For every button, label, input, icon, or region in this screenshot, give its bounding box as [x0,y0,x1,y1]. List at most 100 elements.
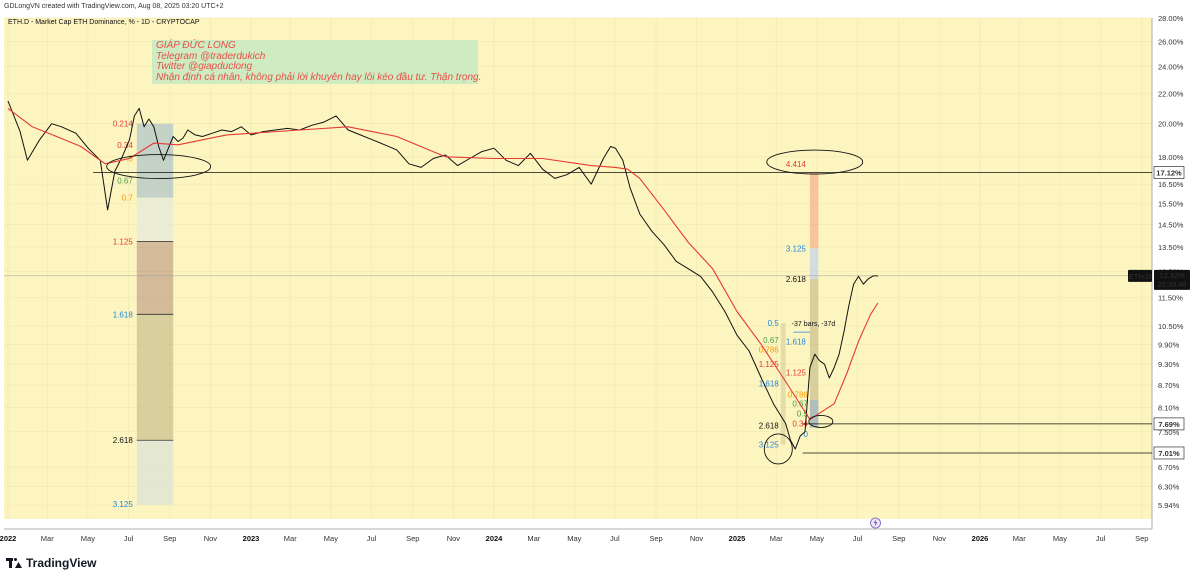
fib-box-zone [809,172,819,249]
fib-box-zone [809,248,819,279]
footer: TradingView [0,548,1200,579]
author-note: GIÁP ĐỨC LONG Telegram @traderdukich Twi… [152,40,482,84]
highlight-ellipse [766,149,864,175]
y-tick-label: 8.70% [1158,381,1180,390]
x-tick-label: 2026 [972,534,989,543]
price-tag-label: 17.12% [1156,169,1182,178]
plot-background [4,18,1152,519]
x-tick-label: 2025 [729,534,746,543]
y-tick-label: 26.00% [1158,37,1184,46]
x-tick-label: Sep [406,534,419,543]
credit-bar: GDLongVN created with TradingView.com, A… [0,0,1200,14]
price-tag-label: 7.69% [1158,420,1180,429]
fib-right-label: 1.125 [786,369,807,378]
x-tick-label: Jul [367,534,377,543]
y-tick-label: 20.00% [1158,120,1184,129]
fib-mid-label: 0.786 [759,345,780,354]
y-tick-label: 15.50% [1158,200,1184,209]
x-tick-label: Nov [690,534,704,543]
fib-mid-label: 3.125 [759,441,780,450]
highlight-ellipse [763,433,793,465]
price-tag-label: 7.01% [1158,449,1180,458]
fib-box-zone [136,197,174,242]
fib-box-zone [809,278,819,428]
note-line-telegram: Telegram @traderdukich [156,50,266,62]
fib-left-label: 0.67 [117,176,133,185]
y-tick-label: 5.94% [1158,501,1180,510]
fib-right-label: 3.125 [786,244,807,253]
fib-box-zone [780,323,786,445]
y-tick-label: 13.50% [1158,243,1184,252]
x-tick-label: Nov [447,534,461,543]
y-tick-label: 18.00% [1158,153,1184,162]
x-tick-label: Sep [163,534,176,543]
bars-range-label: -37 bars, -37d [792,321,836,328]
x-tick-label: Sep [649,534,662,543]
tradingview-logo[interactable]: TradingView [6,556,96,570]
x-tick-label: Jul [124,534,134,543]
fib-mid-label: 1.618 [759,379,780,388]
y-tick-label: 28.00% [1158,14,1184,23]
price-series-line [7,100,878,450]
credit-text: GDLongVN created with TradingView.com, A… [4,3,224,10]
x-tick-label: Mar [770,534,783,543]
symbol-tag-box [1128,269,1152,282]
x-tick-label: May [1053,534,1067,543]
y-tick-label: 9.90% [1158,341,1180,350]
x-tick-label: 2023 [243,534,260,543]
tradingview-mark-icon [6,558,22,568]
x-tick-label: Mar [41,534,54,543]
fib-box-zone [136,241,174,315]
highlight-ellipse [106,154,212,179]
y-tick-label: 24.00% [1158,62,1184,71]
fib-box-zone [809,399,819,428]
fib-left-label: 2.618 [113,436,134,445]
moving-average-line [7,107,879,420]
fib-mid-label: 0.5 [768,319,780,328]
fib-left-label: 1.618 [113,310,134,319]
x-tick-label: Nov [204,534,218,543]
note-line-name: GIÁP ĐỨC LONG [156,40,236,51]
chart-title: ETH.D - Market Cap ETH Dominance, % - 1D… [8,19,200,26]
x-tick-label: Jul [1096,534,1106,543]
x-tick-label: May [81,534,95,543]
y-tick-label: 7.50% [1158,428,1180,437]
symbol-tag-label: ETH.D [1129,272,1152,281]
price-tag-box [1153,166,1185,179]
x-tick-label: Jul [610,534,620,543]
x-tick-label: 2024 [486,534,504,543]
fib-left-label: 0.214 [113,120,134,129]
brand-name: TradingView [26,556,97,570]
x-tick-label: May [567,534,581,543]
bar-countdown-label: 22:39:46 [1157,280,1186,289]
x-tick-label: Sep [892,534,905,543]
fib-right-label: 2.618 [786,275,807,284]
price-tag-box [1153,446,1185,460]
y-tick-label: 6.70% [1158,463,1180,472]
y-tick-label: 6.30% [1158,483,1180,492]
fib-right-label: 1.618 [786,337,807,346]
x-tick-label: 2022 [0,534,16,543]
fib-mid-label: 1.125 [759,360,780,369]
x-tick-label: May [810,534,824,543]
y-tick-label: 16.50% [1158,180,1184,189]
fib-small-label: 0.5 [797,409,809,418]
chart-area[interactable]: 28.00% 26.00% 24.00% 22.00% 20.00% 18.00% 16.5… [0,14,1200,548]
chart-svg[interactable]: 28.00% 26.00% 24.00% 22.00% 20.00% 18.00% 16.5… [0,14,1200,548]
note-line-twitter: Twitter @giapduclong [156,61,253,72]
highlight-ellipse [808,415,834,428]
note-line-disclaimer: Nhận định cá nhân, không phải lời khuyên… [156,71,482,83]
x-tick-label: Jul [853,534,863,543]
fib-mid-label: 2.618 [759,422,780,431]
lightning-glyph-icon [873,519,878,527]
last-price-label: 12.32% [1159,271,1185,280]
x-tick-label: Mar [527,534,540,543]
fib-small-label: 0.34 [792,419,808,428]
x-tick-label: May [324,534,338,543]
last-price-box [1154,269,1190,290]
fib-left-label: .5 [126,155,133,164]
fib-left-label: 1.125 [113,237,134,246]
y-tick-label: 9.30% [1158,360,1180,369]
y-tick-label: 8.10% [1158,404,1180,413]
fib-mid-label: 0.67 [763,336,779,345]
